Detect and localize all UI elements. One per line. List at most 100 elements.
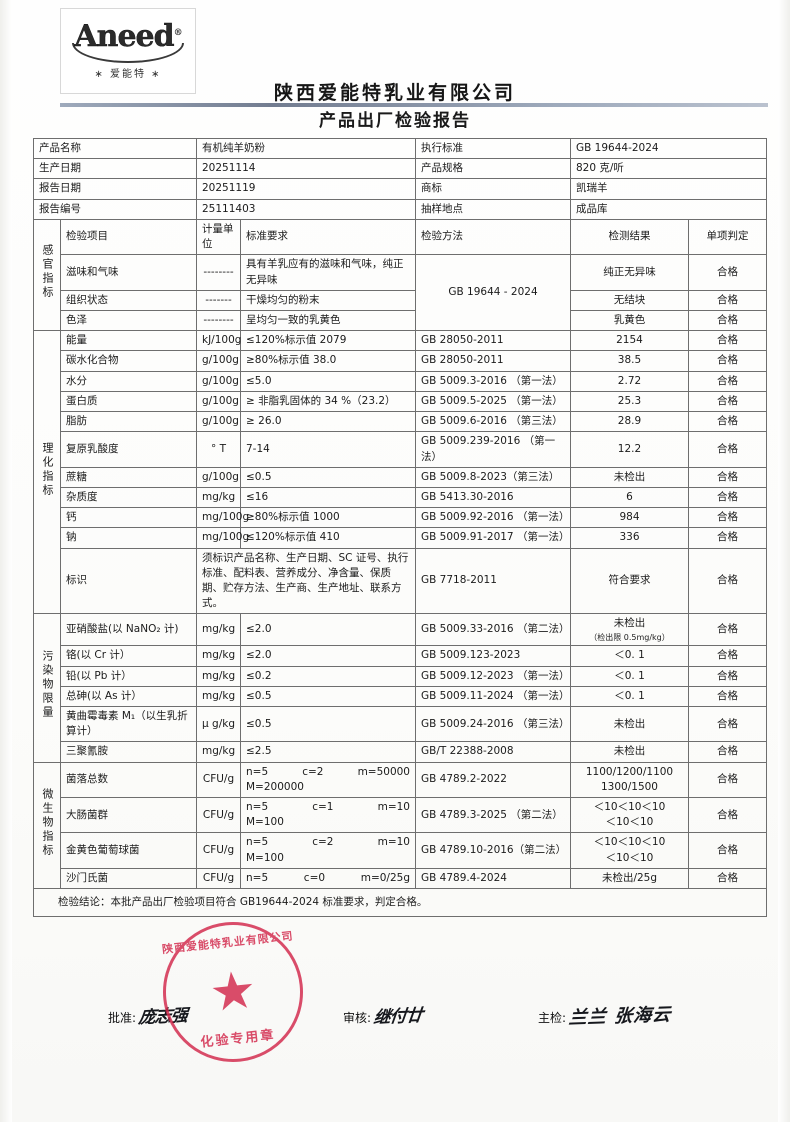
test-verdict: 合格: [688, 797, 767, 834]
category-label-sensory: 感官指标: [33, 218, 61, 332]
test-unit: g/100g: [196, 390, 241, 413]
table-row-microbio-1: 大肠菌群 CFU/g n=5 c=1 m=10 M=100 GB 4789.3-20…: [34, 797, 767, 834]
test-standard: ≤120%标示值 2079: [240, 330, 416, 352]
test-standard: ≥80%标示值 1000: [240, 507, 416, 529]
test-item: 能量: [60, 330, 197, 352]
test-result: 984: [570, 507, 689, 529]
test-method: GB 5009.91-2017 （第一法）: [415, 527, 571, 549]
test-standard: ≤120%标示值 410: [240, 527, 416, 549]
test-standard: ≤0.5: [240, 466, 416, 488]
logo-wordmark: Aneed®: [74, 19, 182, 54]
test-result: ＜10＜10＜10 ＜10＜10: [570, 832, 689, 869]
test-item: 黄曲霉毒素 M₁（以生乳折算计）: [60, 705, 197, 743]
test-method: GB 4789.3-2025 （第二法）: [415, 797, 571, 834]
table-row-meta-2: 报告日期 20251119 商标 凯瑞羊: [33, 178, 767, 200]
category-label-contaminants: 污染物限量: [33, 613, 61, 763]
test-method: GB 7718-2011: [415, 547, 571, 615]
test-result: 38.5: [570, 350, 689, 372]
test-verdict: 合格: [688, 254, 767, 291]
test-verdict: 合格: [688, 645, 767, 667]
test-method: GB 5009.3-2016 （第一法）: [415, 370, 571, 392]
test-item: 杂质度: [60, 486, 197, 509]
result-line-1: 1100/1200/1100: [585, 765, 674, 778]
table-row-physchem-4: 脂肪 g/100g ≥ 26.0 GB 5009.6-2016 （第三法） 28…: [34, 411, 767, 433]
std-c: c=2: [302, 765, 324, 778]
test-result: 6: [570, 486, 689, 509]
test-result: ＜0. 1: [570, 665, 689, 687]
meta-label: 报告编号: [33, 198, 197, 220]
test-verdict: 合格: [688, 309, 767, 332]
test-verdict: 合格: [688, 685, 767, 707]
test-item: 三聚氰胺: [60, 741, 197, 763]
test-method: GB 5009.11-2024 （第一法）: [415, 685, 571, 707]
test-standard: 干燥均匀的粉末: [240, 289, 416, 311]
header-divider: [60, 103, 768, 107]
table-row-sensory-1: 组织状态 ------- 干燥均匀的粉末 无结块 合格: [34, 289, 767, 311]
test-standard: ≤2.0: [240, 645, 416, 667]
test-unit: g/100g: [196, 466, 241, 488]
test-unit: --------: [196, 309, 241, 332]
test-unit: ° T: [196, 431, 241, 468]
column-header-unit: 计量单位: [196, 218, 241, 256]
table-row-contaminant-3: 总砷(以 As 计） mg/kg ≤0.5 GB 5009.11-2024 （第…: [34, 685, 767, 707]
test-unit: g/100g: [196, 370, 241, 392]
std-M: M=100: [246, 851, 284, 864]
test-verdict: 合格: [688, 370, 767, 392]
test-item: 水分: [60, 370, 197, 392]
test-result: 1100/1200/1100 1300/1500: [570, 761, 689, 799]
test-unit: -------: [196, 289, 241, 311]
test-unit: mg/kg: [196, 741, 241, 763]
test-item: 总砷(以 As 计）: [60, 685, 197, 707]
test-verdict: 合格: [688, 431, 767, 468]
test-standard: ≤0.2: [240, 665, 416, 687]
std-m: m=50000: [357, 765, 410, 778]
test-standard: ≥ 非脂乳固体的 34 %（23.2）: [240, 390, 416, 413]
page-title: 产品出厂检验报告: [319, 111, 471, 131]
std-M: M=100: [246, 816, 284, 829]
test-verdict: 合格: [688, 613, 767, 647]
meta-value: 20251114: [196, 158, 416, 180]
test-method: GB 5009.33-2016 （第二法）: [415, 613, 571, 647]
test-method: GB 5009.239-2016 （第一法）: [415, 431, 571, 468]
test-standard: ≤16: [240, 486, 416, 509]
reviewer-label: 审核:: [343, 1011, 372, 1025]
table-row-microbio-3: 沙门氏菌 CFU/g n=5 c=0 m=0/25g GB 4789.4-2024 …: [34, 867, 767, 890]
test-standard: ≤2.0: [240, 613, 416, 647]
table-row-physchem-3: 蛋白质 g/100g ≥ 非脂乳固体的 34 %（23.2） GB 5009.5…: [34, 390, 767, 413]
result-line-2: 1300/1500: [601, 780, 658, 793]
chief-label: 主检:: [538, 1011, 567, 1025]
test-standard: ≥ 26.0: [240, 411, 416, 433]
category-label-microbio: 微生物指标: [33, 761, 61, 890]
table-row-physchem-9: 钠 mg/100g ≤120%标示值 410 GB 5009.91-2017 （…: [34, 527, 767, 549]
company-logo: Aneed® ∗ 爱能特 ∗: [60, 8, 196, 94]
test-verdict: 合格: [688, 507, 767, 529]
test-method: GB 5009.123-2023: [415, 645, 571, 667]
meta-label-2: 抽样地点: [415, 198, 571, 220]
signature-row: 批准:庞志强 审核:继付廿 主检: 兰兰 张海云: [33, 986, 766, 1046]
test-standard: ≤5.0: [240, 370, 416, 392]
logo-word-text: Aneed: [74, 19, 175, 54]
table-row-label-marking: 标识 须标识产品名称、生产日期、SC 证号、执行标准、配料表、营养成分、净含量、…: [34, 547, 767, 615]
table-row-physchem-8: 钙 mg/100g ≥80%标示值 1000 GB 5009.92-2016 （…: [34, 507, 767, 529]
test-result: 符合要求: [570, 547, 689, 615]
std-n: n=5: [246, 765, 269, 778]
test-item: 菌落总数: [60, 761, 197, 799]
meta-label-2: 执行标准: [415, 137, 571, 160]
test-method: GB 5413.30-2016: [415, 486, 571, 509]
test-result-value: 未检出: [613, 617, 646, 630]
test-method: GB 5009.12-2023 （第一法）: [415, 665, 571, 687]
category-label-physchem: 理化指标: [33, 330, 61, 615]
std-M: M=200000: [246, 780, 304, 793]
test-result: 未检出 （检出限 0.5mg/kg）: [570, 613, 689, 647]
test-verdict: 合格: [688, 486, 767, 509]
page-edge-left: [0, 0, 12, 1122]
test-item: 标识: [60, 547, 197, 615]
table-header-row: 感官指标 检验项目 计量单位 标准要求 检验方法 检测结果 单项判定: [33, 218, 767, 332]
chief-name: 兰兰 张海云: [568, 1004, 673, 1029]
test-verdict: 合格: [688, 411, 767, 433]
test-unit: mg/kg: [196, 665, 241, 687]
table-row-physchem-7: 杂质度 mg/kg ≤16 GB 5413.30-2016 6 合格: [34, 486, 767, 509]
page-edge-right: [778, 0, 790, 1122]
test-method: GB 28050-2011: [415, 350, 571, 372]
test-item: 铬(以 Cr 计）: [60, 645, 197, 667]
